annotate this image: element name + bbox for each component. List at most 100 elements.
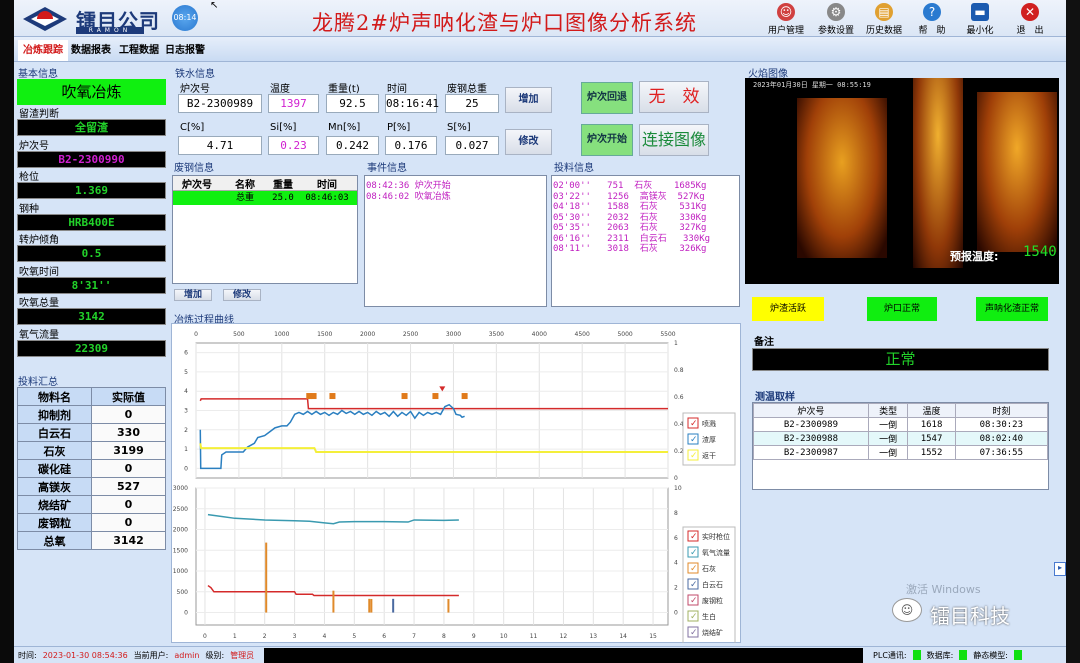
x-tick-label: 1 [233,633,237,640]
cell: 总重 [235,193,254,203]
legend-checkbox[interactable] [687,546,699,558]
field-value: 22309 [17,339,166,357]
legend-checkbox[interactable] [687,594,699,606]
iron-field-label: S[%] [447,122,471,133]
iron-field-label: 温度 [270,84,290,95]
iron-field-input[interactable]: 1397 [268,94,319,113]
x-tick-label: 4500 [575,331,590,338]
x-tick-label: 3 [293,633,297,640]
legend-checkbox[interactable] [687,578,699,590]
y-tick-label: 3000 [173,485,188,492]
exit-button[interactable]: ✕ 退 出 [1006,2,1054,36]
scrap-modify-button[interactable]: 修改 [223,289,261,301]
x-tick-label: 8 [442,633,446,640]
legend-checkbox[interactable] [687,433,699,445]
cell: 1552 [907,445,956,460]
y2-tick-label: 0 [674,610,678,617]
x-tick-label: 500 [233,331,245,338]
y2-tick-label: 4 [674,560,678,567]
material-name: 烧结矿 [17,495,92,514]
column-header: 炉次号 [753,403,869,418]
legend-checkbox[interactable] [687,449,699,461]
company-logo-sub: RAMON [76,27,144,34]
modify-button[interactable]: 修改 [505,129,552,155]
user-management-button[interactable]: ☺ 用户管理 [762,2,810,36]
db-label: 数据库: [926,650,954,660]
scrap-add-button[interactable]: 增加 [174,289,212,301]
legend-label: 白云石 [702,580,723,589]
time-label: 时间: [18,650,37,660]
series-line [207,584,459,597]
iron-field-input[interactable]: 25 [445,94,499,113]
table-row[interactable]: B2-2300987 一倒 1552 07:36:55 [753,445,1049,460]
legend-label: 废钢粒 [702,596,723,605]
legend-checkbox[interactable] [687,626,699,638]
tab-log-alarm[interactable]: 日志报警 [165,45,205,56]
connect-image-button[interactable]: 连接图像 [639,124,709,156]
column-header: 重量 [273,180,293,191]
iron-field-input[interactable]: 4.71 [178,136,262,155]
x-tick-label: 14 [619,633,627,640]
event-marker [401,393,408,400]
legend-checkbox[interactable] [687,417,699,429]
series-line [199,443,668,453]
iron-field-input[interactable]: 92.5 [326,94,379,113]
iron-field-input[interactable]: 0.242 [326,136,379,155]
y2-tick-label: 10 [674,485,682,492]
check-icon: ✓ [690,451,698,461]
column-header: 名称 [235,180,255,191]
iron-field-input[interactable]: B2-2300989 [178,94,262,113]
minimize-button[interactable]: ▬ 最小化 [956,2,1004,36]
iron-field-input[interactable]: 08:16:41 [385,94,439,113]
legend-checkbox[interactable] [687,562,699,574]
iron-field-label: 炉次号 [180,84,210,95]
y2-tick-label: 6 [674,535,678,542]
bar-mark [332,590,335,613]
table-row[interactable]: B2-2300989 一倒 1618 08:30:23 [753,417,1049,432]
iron-field-input[interactable]: 0.027 [445,136,499,155]
material-value: 0 [91,513,166,532]
feed-summary-table: 物料名 实际值 抑制剂 0 白云石 330 石灰 3199 碳化硅 0 高镁灰 527 烧结矿 0 废钢粒… [17,387,166,550]
settings-button[interactable]: ⚙ 参数设置 [812,2,860,36]
cell: 一倒 [867,417,909,432]
legend-checkbox[interactable] [687,610,699,622]
invalid-button[interactable]: 无 效 [639,81,709,113]
x-tick-label: 4 [323,633,327,640]
material-name: 石灰 [17,441,92,460]
table-row[interactable]: 总重 25.0 08:46:03 [173,191,357,205]
feeding-list[interactable]: 02'00'' 751 石灰 1685Kg 03'22'' 1256 高镁灰 52… [551,175,740,307]
heat-rollback-button[interactable]: 炉次回退 [581,82,633,114]
add-button[interactable]: 增加 [505,87,552,113]
side-expand-icon[interactable]: ▸ [1054,562,1066,576]
history-button[interactable]: ▤ 历史数据 [860,2,908,36]
field-label: 吹氧总量 [19,298,59,309]
event-list[interactable]: 08:42:36 炉次开始 08:46:02 吹氧冶炼 [364,175,547,307]
forecast-temp-label: 预报温度: [950,250,999,263]
heat-start-button[interactable]: 炉次开始 [581,124,633,156]
iron-field-input[interactable]: 0.176 [385,136,437,155]
flame-region [977,92,1057,252]
material-name: 高镁灰 [17,477,92,496]
cell: 一倒 [867,431,909,446]
iron-field-input[interactable]: 0.23 [268,136,319,155]
help-button[interactable]: ? 帮 助 [908,2,956,36]
check-icon: ✓ [690,580,698,590]
tab-smelting-tracking[interactable]: 冶炼跟踪 [18,40,68,61]
y-tick-label: 1500 [173,547,188,554]
exit-icon: ✕ [1021,3,1039,21]
toolbar-label: 历史数据 [865,26,902,36]
table-row: 烧结矿 0 [17,495,166,514]
material-value: 3199 [91,441,166,460]
legend-checkbox[interactable] [687,530,699,542]
cell: 08:46:03 [305,193,349,203]
tab-engineering-data[interactable]: 工程数据 [119,45,159,56]
slag-chart: 0 500 1000 1500 2000 2500 3000 3500 4000 4500 5000… [184,331,736,482]
iron-field-label: Si[%] [270,122,297,133]
bar-mark [368,598,371,613]
table-row[interactable]: B2-2300988 一倒 1547 08:02:40 [753,431,1049,446]
smelting-status: 吹氧冶炼 [17,79,166,105]
tab-data-report[interactable]: 数据报表 [71,45,111,56]
y2-tick-label: 0.4 [674,421,684,428]
table-row: 白云石 330 [17,423,166,442]
event-item: 08:42:36 炉次开始 [366,181,451,191]
